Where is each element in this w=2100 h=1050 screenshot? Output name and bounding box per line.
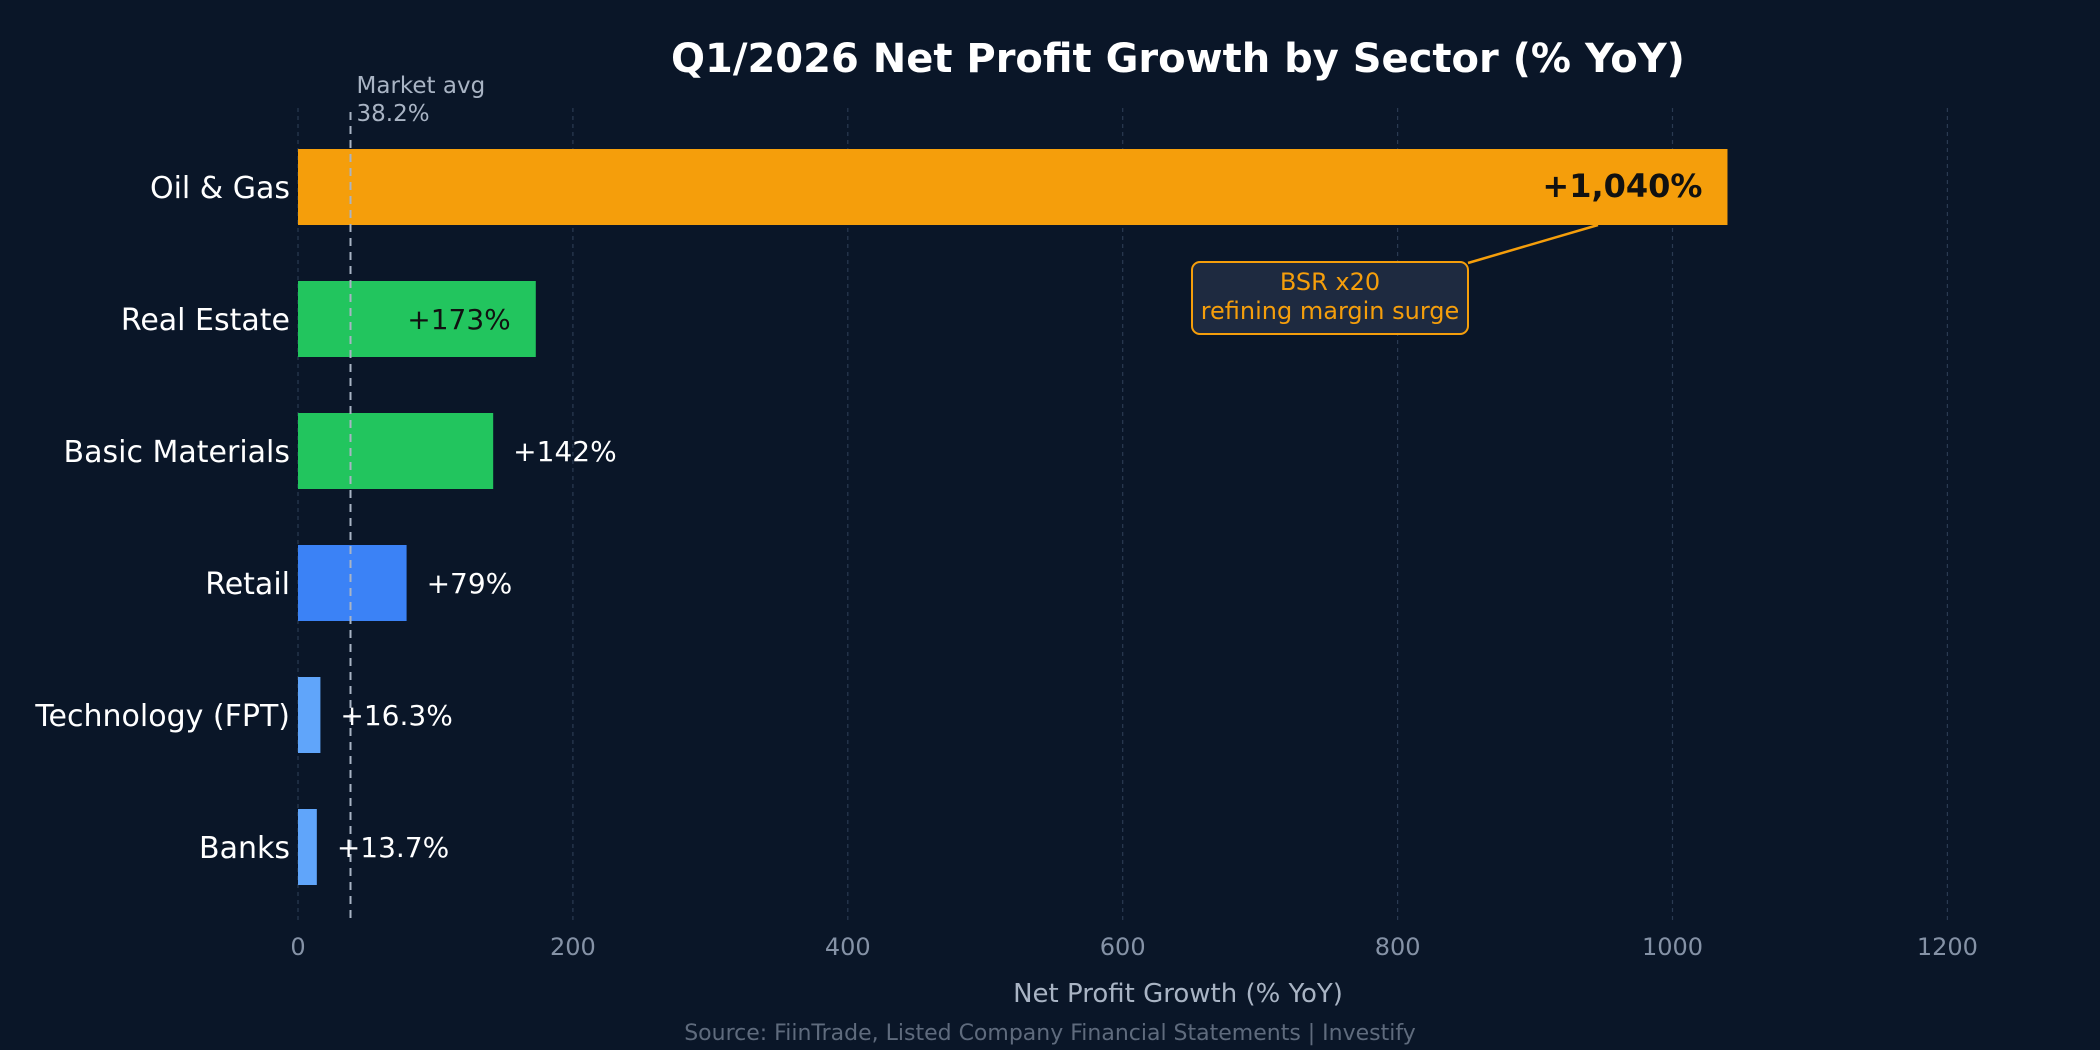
annotation-connector <box>1467 223 1599 265</box>
market-average-value: 38.2% <box>357 101 430 127</box>
bar <box>298 677 321 753</box>
bar <box>298 149 1728 225</box>
y-tick-label: Basic Materials <box>64 435 290 470</box>
y-tick-label: Oil & Gas <box>150 171 290 206</box>
y-tick-label: Real Estate <box>121 303 290 338</box>
annotation-box <box>1191 261 1469 335</box>
bar <box>298 413 494 489</box>
y-tick-label: Banks <box>199 831 290 866</box>
x-tick-label: 800 <box>1375 933 1421 961</box>
annotation-text: BSR x20 <box>1280 268 1380 296</box>
bar <box>298 545 407 621</box>
data-label: +16.3% <box>340 699 452 732</box>
x-tick-label: 400 <box>825 933 871 961</box>
chart-title: Q1/2026 Net Profit Growth by Sector (% Y… <box>671 36 1685 82</box>
x-tick-label: 1200 <box>1917 933 1978 961</box>
labels: 0 200 400 600 800 1000 1200 Oil & Gas +1,040% Rea… <box>34 167 1978 961</box>
source-note: Source: FiinTrade, Listed Company Financ… <box>684 1021 1416 1046</box>
market-average-label: Market avg <box>357 73 486 99</box>
data-label: +142% <box>513 435 617 468</box>
annotation-text: refining margin surge <box>1201 297 1460 325</box>
data-label: +13.7% <box>337 831 449 864</box>
x-axis-title: Net Profit Growth (% YoY) <box>1013 979 1343 1009</box>
bar <box>298 281 536 357</box>
x-tick-label: 1000 <box>1642 933 1703 961</box>
x-tick-label: 200 <box>550 933 596 961</box>
y-tick-label: Retail <box>205 567 290 602</box>
data-label: +79% <box>427 567 513 600</box>
data-label: +173% <box>407 303 511 336</box>
x-tick-label: 600 <box>1100 933 1146 961</box>
bars <box>298 149 1728 885</box>
x-tick-label: 0 <box>290 933 305 961</box>
y-tick-label: Technology (FPT) <box>34 699 290 734</box>
data-label: +1,040% <box>1542 167 1702 205</box>
bar <box>298 809 317 885</box>
grid-lines <box>297 108 1949 922</box>
